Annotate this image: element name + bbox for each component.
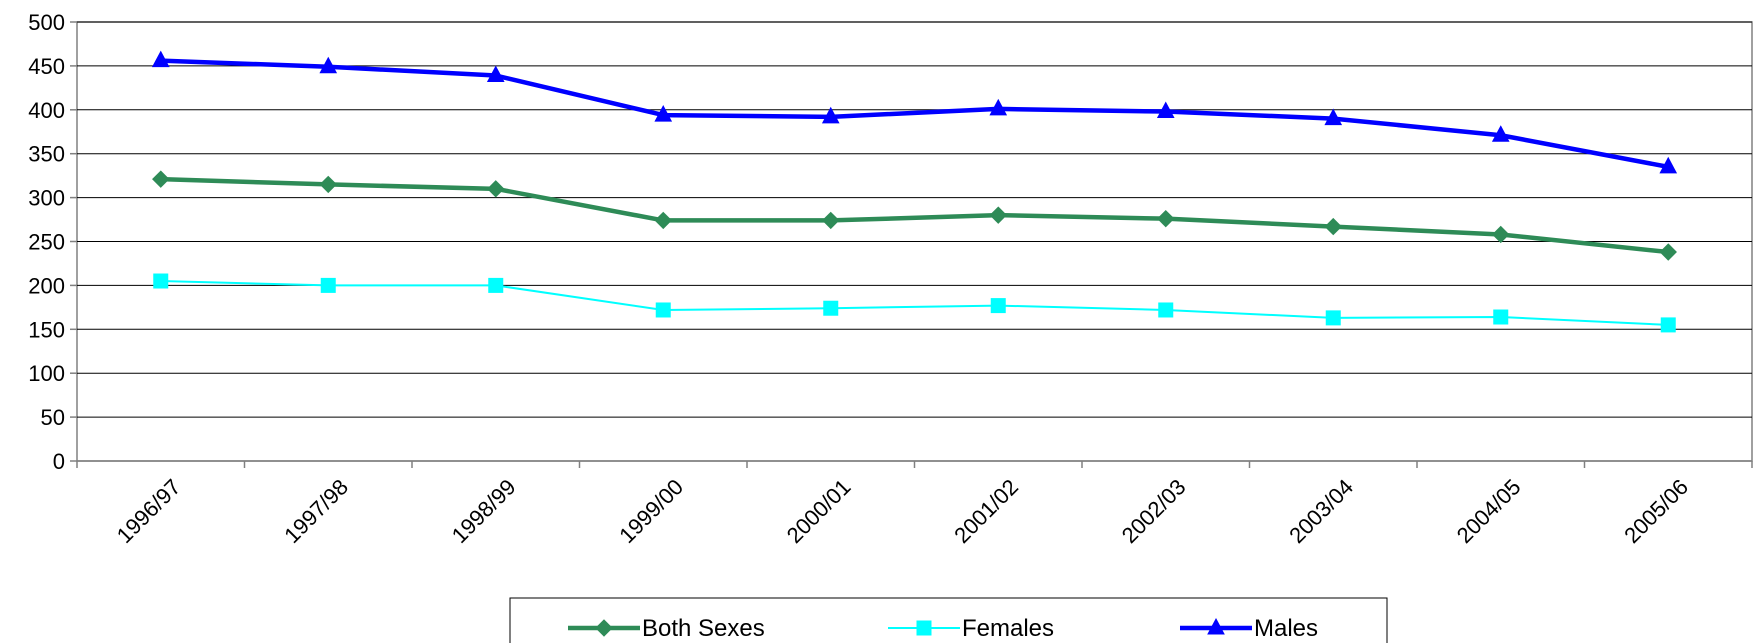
data-point-females (1493, 309, 1509, 325)
legend-marker (595, 619, 613, 637)
y-tick-label: 300 (28, 186, 65, 211)
legend-box (509, 597, 1388, 643)
y-tick-label: 50 (41, 405, 65, 430)
data-point-females (488, 277, 504, 293)
data-point-females (990, 298, 1006, 314)
y-tick-label: 200 (28, 273, 65, 298)
data-point-females (655, 302, 671, 318)
data-point-females (320, 277, 336, 293)
series-males (151, 50, 1678, 174)
x-tick-label: 2002/03 (1117, 474, 1191, 548)
data-point-males (1491, 125, 1510, 142)
data-point-both-sexes (989, 206, 1007, 224)
series-both-sexes (152, 170, 1677, 261)
data-point-males (821, 106, 840, 124)
data-point-males (1659, 156, 1678, 174)
data-point-males (989, 98, 1008, 116)
data-point-females (1158, 302, 1174, 318)
y-tick-label: 350 (28, 142, 65, 167)
x-tick-label: 1999/00 (614, 474, 688, 548)
legend: Both Sexes Females Males (509, 597, 1388, 643)
data-point-both-sexes (822, 211, 840, 230)
y-tick-labels: 0 50 100 150 200 250 300 350 400 450 500 (28, 10, 65, 474)
data-point-females (153, 273, 169, 289)
data-point-males (1156, 101, 1175, 119)
data-point-both-sexes (152, 170, 170, 188)
legend-label: Both Sexes (642, 615, 765, 642)
x-tick-label: 2004/05 (1452, 474, 1526, 548)
legend-item-males: Males (1180, 615, 1318, 642)
legend-label: Males (1254, 615, 1318, 642)
legend-item-females: Females (888, 615, 1054, 642)
data-point-females (1660, 317, 1676, 333)
y-tick-label: 250 (28, 230, 65, 255)
x-tick-label: 2003/04 (1284, 474, 1358, 548)
legend-marker (1207, 617, 1225, 635)
data-point-males (1324, 108, 1343, 126)
series-group (151, 50, 1678, 333)
data-point-females (1325, 310, 1341, 326)
x-tick-labels: 1996/97 1997/98 1998/99 1999/00 2000/01 2001/… (112, 474, 1693, 548)
data-point-males (486, 65, 505, 83)
data-point-males (654, 105, 673, 122)
y-tick-label: 100 (28, 361, 65, 386)
legend-label: Females (962, 615, 1054, 642)
data-point-both-sexes (1324, 217, 1342, 236)
legend-item-both-sexes: Both Sexes (568, 615, 765, 642)
y-tick-label: 0 (53, 449, 65, 474)
data-point-males (151, 50, 170, 68)
data-point-both-sexes (1659, 243, 1677, 261)
y-tick-label: 400 (28, 98, 65, 123)
x-tick-label: 2005/06 (1619, 474, 1693, 548)
x-tick-label: 1996/97 (112, 474, 186, 548)
series-line-males (160, 58, 1669, 170)
x-tick-label: 1997/98 (279, 474, 353, 548)
y-tick-label: 150 (28, 317, 65, 342)
x-tick-label: 2000/01 (782, 474, 856, 548)
data-point-both-sexes (1492, 225, 1510, 244)
gridlines (77, 21, 1752, 418)
x-tick-label: 2001/02 (949, 474, 1023, 548)
x-tick-label: 1998/99 (447, 474, 521, 548)
data-point-both-sexes (487, 180, 505, 198)
axes (70, 21, 1753, 468)
data-point-males (319, 56, 338, 74)
y-tick-label: 500 (28, 10, 65, 35)
legend-marker (916, 620, 932, 636)
data-point-females (823, 300, 839, 316)
y-tick-label: 450 (28, 54, 65, 79)
series-line-both-sexes (160, 176, 1669, 255)
data-point-both-sexes (319, 175, 337, 194)
series-line-females (160, 280, 1669, 326)
data-point-both-sexes (1157, 209, 1175, 228)
data-point-both-sexes (654, 211, 672, 230)
series-females (153, 273, 1676, 333)
